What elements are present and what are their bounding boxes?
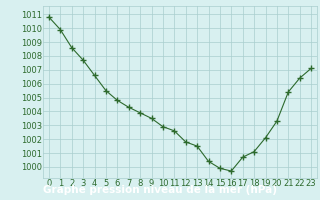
Text: Graphe pression niveau de la mer (hPa): Graphe pression niveau de la mer (hPa) [43,185,277,195]
